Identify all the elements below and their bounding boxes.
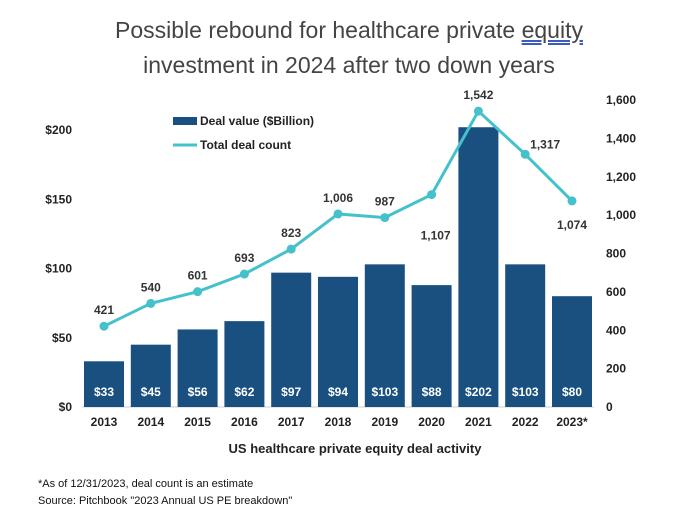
deal-count-point: [427, 190, 437, 200]
right-axis-tick-label: 1,000: [606, 208, 636, 222]
right-axis-tick-label: 1,400: [606, 131, 636, 145]
deal-count-point: [333, 209, 343, 219]
x-tick-label: 2013: [91, 415, 118, 429]
bar-2018: [318, 276, 358, 407]
bar-data-label: $94: [328, 385, 348, 399]
deal-count-label: 601: [188, 269, 208, 283]
right-axis-tick-label: 800: [606, 247, 626, 261]
right-axis-tick-label: 400: [606, 323, 626, 337]
x-tick-label: 2018: [325, 415, 352, 429]
deal-count-point: [193, 287, 203, 297]
bar-data-label: $103: [512, 385, 539, 399]
bar-data-label: $80: [562, 385, 582, 399]
bar-2017: [271, 272, 312, 407]
bar-data-label: $62: [234, 385, 254, 399]
x-tick-label: 2020: [418, 415, 445, 429]
deal-count-label: 1,542: [463, 88, 493, 102]
x-tick-label: 2021: [465, 415, 492, 429]
bar-data-label: $202: [465, 385, 492, 399]
deal-count-label: 823: [281, 226, 301, 240]
bar-2014: [130, 344, 171, 407]
right-axis-tick-label: 1,600: [606, 93, 636, 107]
x-tick-label: 2023*: [556, 415, 588, 429]
x-tick-label: 2017: [278, 415, 305, 429]
deal-count-label: 421: [94, 303, 114, 317]
deal-count-point: [239, 269, 249, 279]
bar-data-label: $103: [371, 385, 398, 399]
deal-count-label: 987: [375, 195, 395, 209]
chart-title-line2: investment in 2024 after two down years: [143, 52, 555, 78]
deal-count-point: [567, 196, 577, 206]
legend-bar-swatch: [173, 117, 197, 125]
source-note: Source: Pitchbook "2023 Annual US PE bre…: [38, 495, 293, 507]
right-axis-tick-label: 1,200: [606, 170, 636, 184]
chart-title-line1: Possible rebound for healthcare private …: [115, 17, 583, 43]
right-axis-tick-label: 600: [606, 285, 626, 299]
deal-count-label: 1,317: [530, 137, 560, 151]
deal-count-point: [146, 298, 156, 308]
left-axis-tick-label: $150: [45, 192, 72, 206]
bar-2016: [224, 321, 265, 407]
deal-count-point: [520, 149, 530, 159]
left-axis-tick-label: $100: [45, 262, 72, 276]
deal-count-label: 540: [141, 280, 161, 294]
deal-count-label: 1,006: [323, 191, 353, 205]
deal-count-point: [473, 106, 483, 116]
deal-count-point: [380, 213, 390, 223]
right-axis-tick-label: 0: [606, 400, 613, 414]
bar-2021: [458, 127, 499, 407]
bar-2019: [364, 264, 405, 407]
deal-count-label: 1,074: [557, 218, 587, 232]
deal-count-label: 1,107: [421, 229, 451, 243]
bar-2020: [411, 285, 452, 407]
left-axis-tick-label: $200: [45, 123, 72, 137]
bar-data-label: $88: [422, 385, 442, 399]
bar-2023*: [552, 296, 592, 407]
x-tick-label: 2019: [371, 415, 398, 429]
deal-count-label: 693: [234, 251, 254, 265]
left-axis-tick-label: $0: [59, 400, 73, 414]
bar-data-label: $97: [281, 385, 301, 399]
x-tick-label: 2016: [231, 415, 258, 429]
bar-2022: [505, 264, 546, 407]
bar-2013: [84, 361, 124, 407]
right-axis-tick-label: 200: [606, 362, 626, 376]
legend-bar-label: Deal value ($Billion): [200, 114, 314, 128]
bar-data-label: $56: [188, 385, 208, 399]
x-axis-title: US healthcare private equity deal activi…: [229, 441, 483, 456]
x-tick-label: 2022: [512, 415, 539, 429]
deal-count-point: [99, 321, 109, 331]
footnote: *As of 12/31/2023, deal count is an esti…: [38, 478, 254, 490]
deal-count-point: [286, 244, 296, 254]
legend-line-label: Total deal count: [200, 138, 291, 152]
x-tick-label: 2014: [137, 415, 164, 429]
left-axis-tick-label: $50: [52, 331, 72, 345]
bar-2015: [177, 329, 218, 407]
bar-data-label: $45: [141, 385, 161, 399]
x-tick-label: 2015: [184, 415, 211, 429]
bar-data-label: $33: [94, 385, 114, 399]
